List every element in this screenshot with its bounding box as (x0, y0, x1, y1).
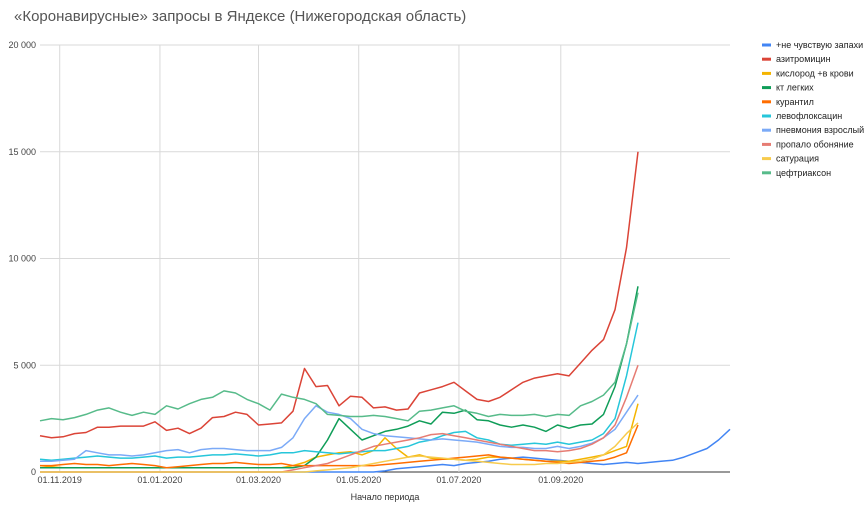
legend-item[interactable]: азитромицин (762, 54, 831, 64)
legend-item[interactable]: курантил (762, 97, 814, 107)
legend-label: пневмония взрослый (776, 125, 864, 135)
legend-label: курантил (776, 97, 814, 107)
y-tick-label: 10 000 (8, 254, 36, 264)
y-tick-label: 20 000 (8, 40, 36, 50)
legend-swatch (762, 57, 771, 61)
legend-item[interactable]: левофлоксацин (762, 111, 842, 121)
series-line (39, 151, 639, 439)
series-line (39, 322, 639, 462)
legend-swatch (762, 114, 771, 118)
series-line (40, 422, 639, 473)
legend-swatch (762, 43, 771, 47)
series-line (40, 424, 639, 469)
legend-swatch (762, 157, 771, 161)
legend-label: пропало обоняние (776, 139, 854, 149)
legend-item[interactable]: +не чувствую запахи (762, 40, 863, 50)
legend-swatch (762, 171, 771, 175)
x-tick-label: 01.03.2020 (236, 475, 281, 485)
legend-label: цефтриаксон (776, 168, 831, 178)
series-line (40, 286, 639, 469)
legend-swatch (762, 128, 771, 132)
legend-label: сатурация (776, 154, 819, 164)
legend-swatch (762, 71, 771, 75)
legend-label: кислород +в крови (776, 68, 854, 78)
y-tick-label: 0 (31, 467, 36, 477)
legend-item[interactable]: сатурация (762, 154, 819, 164)
series-lines (39, 151, 731, 473)
legend: +не чувствую запахи азитромицин кислород +… (762, 40, 864, 178)
x-tick-label: 01.07.2020 (436, 475, 481, 485)
axes: 0 5 000 10 000 15 000 20 000 01.11.2019 01.01.… (8, 40, 583, 485)
legend-item[interactable]: цефтриаксон (762, 168, 831, 178)
series-line (39, 292, 639, 422)
legend-label: +не чувствую запахи (776, 40, 863, 50)
y-tick-label: 5 000 (13, 360, 36, 370)
x-tick-label: 01.01.2020 (137, 475, 182, 485)
legend-item[interactable]: кислород +в крови (762, 68, 854, 78)
chart-title: «Коронавирусные» запросы в Яндексе (Ниже… (14, 8, 467, 25)
legend-swatch (762, 86, 771, 90)
legend-label: кт легких (776, 83, 814, 93)
grid (40, 44, 730, 473)
legend-label: азитромицин (776, 54, 831, 64)
x-tick-label: 01.11.2019 (38, 475, 82, 485)
x-tick-label: 01.05.2020 (336, 475, 381, 485)
y-tick-label: 15 000 (8, 147, 36, 157)
legend-item[interactable]: пропало обоняние (762, 139, 854, 149)
legend-item[interactable]: пневмония взрослый (762, 125, 864, 135)
legend-label: левофлоксацин (776, 111, 842, 121)
legend-swatch (762, 142, 771, 146)
legend-swatch (762, 100, 771, 104)
legend-item[interactable]: кт легких (762, 83, 814, 93)
x-tick-label: 01.09.2020 (538, 475, 583, 485)
x-axis-title: Начало периода (351, 492, 420, 502)
series-line (40, 394, 639, 463)
